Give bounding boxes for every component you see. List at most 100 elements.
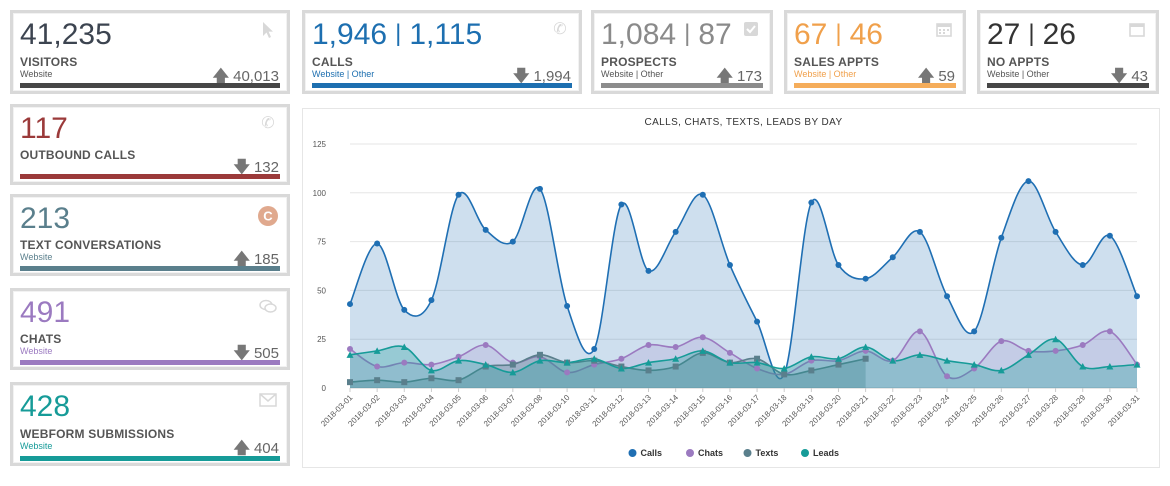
webform-submissions-card[interactable]: 428 WEBFORM SUBMISSIONS Website 🡅 404 <box>10 382 290 466</box>
arrow-down-icon: 🡇 <box>513 68 530 85</box>
leads-point <box>807 353 815 360</box>
outbound-calls-card[interactable]: 117 ✆ OUTBOUND CALLS 🡇 132 <box>10 104 290 185</box>
calls-point <box>672 228 679 235</box>
prospects-trend: 🡅 173 <box>716 68 762 85</box>
texts-point <box>781 371 788 378</box>
prospects-card[interactable]: 1,084 | 87 PROSPECTS Website | Other 🡅 173 <box>591 10 773 94</box>
chats-point <box>645 342 652 349</box>
y-tick-label: 0 <box>322 384 327 393</box>
chats-card[interactable]: 491 CHATS Website 🡇 505 <box>10 288 290 370</box>
phone-icon: ✆ <box>261 115 275 132</box>
chats-point <box>401 359 408 366</box>
leads-point <box>590 355 598 362</box>
no-appts-card[interactable]: 27 | 26 NO APPTS Website | Other 🡇 43 <box>977 10 1159 94</box>
leads-point <box>346 351 354 358</box>
texts-point <box>374 377 381 384</box>
calls-point <box>998 234 1005 241</box>
leads-point <box>780 364 788 372</box>
chats-point <box>374 363 381 370</box>
calls-bar <box>312 83 572 88</box>
arrow-up-icon: 🡅 <box>917 68 935 85</box>
text-conversations-card[interactable]: 213 C TEXT CONVERSATIONS Website 🡅 185 <box>10 194 290 276</box>
chats-point <box>672 344 679 351</box>
calls-point <box>564 303 571 310</box>
calls-point <box>1052 228 1059 235</box>
chats-point <box>482 342 489 349</box>
calls-card[interactable]: 1,946 | 1,115 ✆ CALLS Website | Other 🡇 1,9… <box>302 10 582 94</box>
leads-point <box>726 359 734 366</box>
texts-point <box>536 351 543 358</box>
calls-point <box>1134 293 1140 300</box>
checkbox-icon <box>742 21 760 39</box>
leads-point <box>1052 335 1060 343</box>
leads-point <box>427 366 435 374</box>
visitors-card[interactable]: 41,235 VISITORS Website 🡅 40,013 <box>10 10 290 94</box>
arrow-down-icon: 🡇 <box>233 345 250 362</box>
leads-point <box>373 347 381 354</box>
chats-title: CHATS <box>20 332 62 346</box>
texts-point <box>754 355 761 362</box>
outbound-calls-title: OUTBOUND CALLS <box>20 148 136 162</box>
legend-label-chats: Chats <box>698 448 723 458</box>
legend-label-calls: Calls <box>641 448 663 458</box>
visitors-trend: 🡅 40,013 <box>212 68 279 85</box>
chats-point <box>754 365 761 372</box>
envelope-icon <box>259 393 277 411</box>
leads-point <box>617 364 625 372</box>
chats-point <box>998 338 1005 345</box>
chats-sub: Website <box>20 346 53 356</box>
calendar-blank-icon <box>1128 21 1146 39</box>
legend-item-texts[interactable]: Texts <box>743 448 779 458</box>
visitors-sub: Website <box>20 69 53 79</box>
legend-item-leads[interactable]: Leads <box>801 448 839 458</box>
leads-point <box>509 368 517 376</box>
chats-point <box>916 328 923 335</box>
calls-area <box>350 181 1137 388</box>
webform-submissions-title: WEBFORM SUBMISSIONS <box>20 427 175 441</box>
prospects-sub: Website | Other <box>601 69 664 79</box>
calls-chats-texts-leads-chart[interactable]: CALLS, CHATS, TEXTS, LEADS BY DAY 0 25 50 75… <box>303 109 1159 467</box>
chats-point <box>455 353 462 360</box>
legend-marker-leads <box>801 449 809 457</box>
chat-bubble-c-icon: C <box>257 205 279 227</box>
texts-area <box>350 352 866 388</box>
chats-point <box>1052 347 1059 354</box>
leads-point <box>455 357 463 364</box>
arrow-up-icon: 🡅 <box>233 251 250 268</box>
calls-point <box>916 228 923 235</box>
leads-point <box>970 361 978 368</box>
cursor-icon <box>259 21 277 39</box>
calls-point <box>401 306 408 313</box>
calls-value: 1,946 | 1,115 <box>312 18 483 51</box>
chart-title: CALLS, CHATS, TEXTS, LEADS BY DAY <box>644 117 842 128</box>
chats-point <box>944 373 951 380</box>
arrow-up-icon: 🡅 <box>212 68 230 85</box>
texts-point <box>509 361 516 368</box>
prospects-value: 1,084 | 87 <box>601 18 732 51</box>
calls-point <box>428 297 435 304</box>
visitors-value: 41,235 <box>20 18 112 51</box>
leads-point <box>862 343 870 351</box>
legend-label-leads: Leads <box>813 448 839 458</box>
calls-sub: Website | Other <box>312 69 375 79</box>
chats-point <box>1079 342 1086 349</box>
phone-icon: ✆ <box>553 21 567 38</box>
leads-point <box>672 355 680 362</box>
legend-item-chats[interactable]: Chats <box>686 448 723 458</box>
no-appts-title: NO APPTS <box>987 55 1050 69</box>
calls-point <box>699 191 706 198</box>
outbound-calls-bar <box>20 174 280 179</box>
sales-appts-title: SALES APPTS <box>794 55 880 69</box>
leads-point <box>563 359 571 366</box>
webform-submissions-value: 428 <box>20 390 71 423</box>
texts-point <box>645 367 652 374</box>
texts-point <box>862 355 869 362</box>
calls-point <box>1079 262 1086 269</box>
sales-appts-trend: 🡅 59 <box>917 68 955 85</box>
calls-point <box>455 191 462 198</box>
leads-point <box>753 359 761 366</box>
leads-point <box>916 351 924 358</box>
leads-point <box>699 347 707 354</box>
sales-appts-card[interactable]: 67 | 46 SALES APPTS Website | Other 🡅 59 <box>784 10 966 94</box>
legend-item-calls[interactable]: Calls <box>628 448 663 458</box>
